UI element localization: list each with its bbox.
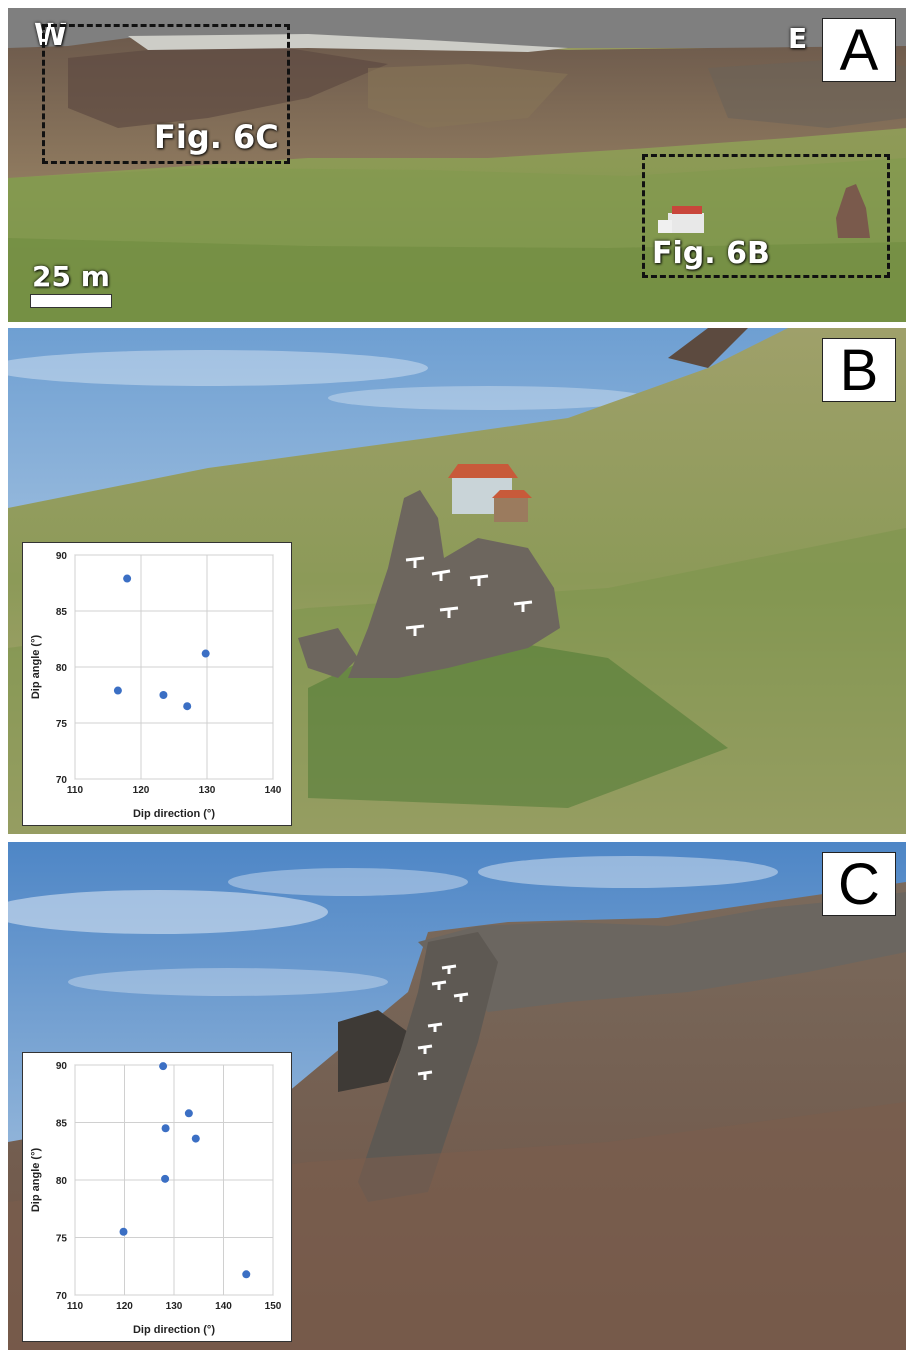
fig-6c-box — [42, 24, 290, 164]
y-tick-label: 85 — [56, 607, 68, 618]
panel-c-scatter-chart: 110 120 130 140 150 70 75 80 85 90 Dip direction (… — [30, 1061, 282, 1336]
panel-c-letter: C — [822, 852, 896, 917]
fig-6b-box — [642, 154, 890, 278]
x-tick-label: 130 — [199, 785, 216, 796]
y-tick-label: 80 — [56, 1176, 68, 1187]
x-tick-label: 120 — [116, 1301, 133, 1312]
x-tick-label: 120 — [133, 785, 150, 796]
x-tick-label: 140 — [215, 1301, 232, 1312]
west-label: W — [34, 18, 68, 53]
y-tick-label: 90 — [56, 551, 68, 562]
data-point — [113, 686, 122, 695]
panel-a-letter: A — [822, 18, 896, 83]
y-tick-label: 75 — [56, 719, 68, 730]
y-tick-label: 85 — [56, 1119, 68, 1130]
y-axis-title: Dip angle (°) — [30, 1148, 42, 1213]
data-point — [161, 1124, 170, 1133]
scale-bar — [30, 294, 112, 308]
data-point — [123, 574, 132, 583]
panel-a: W E Fig. 6C Fig. 6B 25 m A — [8, 8, 906, 322]
y-tick-label: 70 — [56, 775, 68, 786]
x-axis-title: Dip direction (°) — [133, 808, 215, 820]
data-point — [159, 1062, 168, 1071]
y-tick-label: 75 — [56, 1234, 68, 1245]
fig-6c-label: Fig. 6C — [154, 118, 279, 156]
panel-a-landscape — [8, 8, 906, 322]
x-tick-label: 150 — [265, 1301, 282, 1312]
strike-dip-symbols-b — [405, 556, 533, 636]
x-axis-title: Dip direction (°) — [133, 1324, 215, 1336]
scale-bar-label: 25 m — [32, 260, 110, 293]
panel-b-scatter-chart: 110 120 130 140 70 75 80 85 90 Dip direction (°) D… — [30, 551, 282, 820]
x-tick-label: 110 — [67, 1301, 84, 1312]
strike-dip-symbols-c — [417, 964, 469, 1080]
y-tick-label: 70 — [56, 1291, 68, 1302]
x-tick-label: 110 — [67, 785, 84, 796]
y-axis-title: Dip angle (°) — [30, 635, 42, 700]
data-point — [184, 1109, 193, 1118]
panel-c: 110 120 130 140 150 70 75 80 85 90 Dip direction (… — [8, 842, 906, 1350]
panel-c-scatter-inset: 110 120 130 140 150 70 75 80 85 90 Dip direction (… — [22, 1052, 292, 1342]
x-tick-label: 130 — [166, 1301, 183, 1312]
panel-b-letter: B — [822, 338, 896, 403]
data-point — [242, 1270, 251, 1279]
panel-b: 110 120 130 140 70 75 80 85 90 Dip direction (°) D… — [8, 328, 906, 834]
east-label: E — [788, 22, 808, 55]
data-point — [161, 1174, 170, 1183]
data-point — [119, 1227, 128, 1236]
y-tick-label: 90 — [56, 1061, 68, 1072]
data-point — [191, 1134, 200, 1143]
data-point — [183, 702, 192, 711]
x-tick-label: 140 — [265, 785, 282, 796]
panel-b-scatter-inset: 110 120 130 140 70 75 80 85 90 Dip direction (°) D… — [22, 542, 292, 826]
y-tick-label: 80 — [56, 663, 68, 674]
data-point — [159, 691, 168, 699]
fig-6b-label: Fig. 6B — [652, 236, 770, 271]
data-point — [201, 649, 210, 658]
